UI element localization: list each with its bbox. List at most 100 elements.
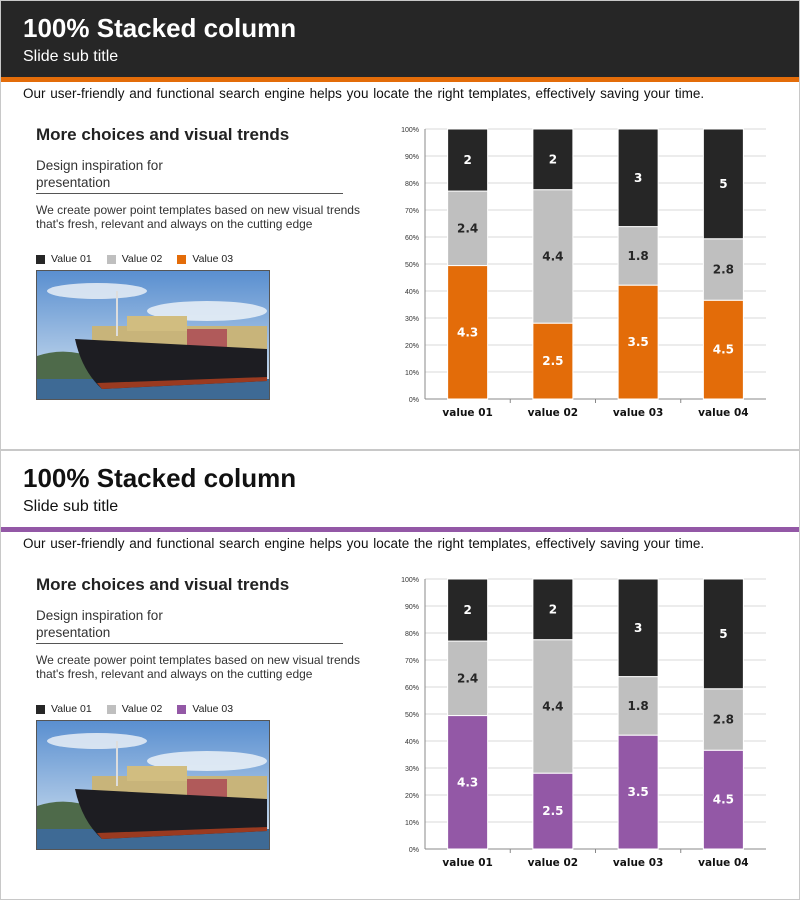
bar-segment xyxy=(617,284,659,400)
y-tick-label: 40% xyxy=(405,739,419,746)
slide-subtitle: Slide sub title xyxy=(23,48,119,65)
y-tick-label: 70% xyxy=(405,208,419,215)
y-tick-label: 90% xyxy=(405,154,419,161)
legend-swatch xyxy=(106,704,116,714)
y-tick-label: 100% xyxy=(401,577,419,584)
section-heading: More choices and visual trends xyxy=(36,125,290,144)
y-tick-label: 20% xyxy=(405,343,419,350)
data-label: 4.4 xyxy=(542,699,563,713)
data-label: 3 xyxy=(634,621,642,635)
data-label: 3 xyxy=(634,171,642,185)
data-label: 4.5 xyxy=(713,343,734,357)
y-tick-label: 30% xyxy=(405,316,419,323)
stacked-column-chart: 0% 10% 20% 30% 40% 50% 60% 70% 80% 90% 100% 4.3 2.4 2… xyxy=(401,577,766,869)
data-label: 2.5 xyxy=(542,354,563,368)
data-label: 2 xyxy=(549,602,557,616)
legend-swatch xyxy=(36,704,45,714)
legend-label: Value 01 xyxy=(51,703,92,715)
bar-segment xyxy=(617,128,659,228)
y-tick-label: 60% xyxy=(405,685,419,692)
bar-segment xyxy=(447,640,489,717)
legend: Value 01 Value 02 Value 03 xyxy=(36,253,248,265)
bar-segment xyxy=(617,676,659,736)
x-tick-label: value 02 xyxy=(528,857,578,869)
x-tick-label: value 04 xyxy=(698,407,748,419)
bar-segment xyxy=(617,226,659,286)
accent-line xyxy=(1,77,799,82)
data-label: 2 xyxy=(463,603,471,617)
data-label: 4.3 xyxy=(457,775,478,789)
description: We create power point templates based on… xyxy=(36,203,360,231)
y-tick-label: 30% xyxy=(405,766,419,773)
legend-item: Value 02 xyxy=(106,703,163,715)
data-label: 1.8 xyxy=(627,249,648,263)
body-text: Our user-friendly and functional search … xyxy=(23,536,705,551)
data-label: 4.3 xyxy=(457,325,478,339)
data-label: 2.8 xyxy=(713,262,734,276)
legend-item: Value 01 xyxy=(36,253,92,265)
bar-segment xyxy=(532,772,574,850)
slide-1: 100% Stacked column Slide sub title Our … xyxy=(0,0,800,450)
x-tick-label: value 03 xyxy=(613,857,663,869)
x-tick-label: value 01 xyxy=(442,857,492,869)
x-tick-label: value 03 xyxy=(613,407,663,419)
legend-item: Value 03 xyxy=(177,253,233,265)
bar-segment xyxy=(532,578,574,641)
y-tick-label: 50% xyxy=(405,262,419,269)
bar-segment xyxy=(617,578,659,678)
slide-2: 100% Stacked column Slide sub title Our … xyxy=(0,450,800,900)
data-label: 2.4 xyxy=(457,221,478,235)
y-tick-label: 100% xyxy=(401,127,419,134)
data-label: 4.4 xyxy=(542,249,563,263)
data-label: 2.4 xyxy=(457,671,478,685)
legend-label: Value 03 xyxy=(192,253,234,265)
bar-segment xyxy=(702,578,744,690)
stacked-column-chart: 0% 10% 20% 30% 40% 50% 60% 70% 80% 90% 100% 4.3 2.4 2… xyxy=(401,127,766,419)
legend-item: Value 02 xyxy=(106,253,163,265)
bar-segment xyxy=(447,265,489,400)
design-text: Design inspiration for presentation xyxy=(36,608,163,640)
bar-segment xyxy=(702,128,744,240)
bar-segment xyxy=(702,238,744,301)
y-tick-label: 60% xyxy=(405,235,419,242)
bar-segment xyxy=(702,299,744,400)
bar-segment xyxy=(532,639,574,774)
legend-label: Value 02 xyxy=(121,703,163,715)
legend-label: Value 03 xyxy=(192,703,234,715)
divider xyxy=(36,193,343,194)
data-label: 1.8 xyxy=(627,699,648,713)
y-tick-label: 70% xyxy=(405,658,419,665)
data-label: 5 xyxy=(719,627,727,641)
y-tick-label: 0% xyxy=(409,847,419,854)
bar-segment xyxy=(532,128,574,191)
data-label: 2 xyxy=(463,153,471,167)
slide-title: 100% Stacked column xyxy=(23,463,297,493)
slide-title: 100% Stacked column xyxy=(23,13,297,43)
data-label: 2 xyxy=(549,152,557,166)
x-tick-label: value 02 xyxy=(528,407,578,419)
data-label: 3.5 xyxy=(627,335,648,349)
y-tick-label: 50% xyxy=(405,712,419,719)
data-label: 2.8 xyxy=(713,712,734,726)
legend-label: Value 02 xyxy=(121,253,163,265)
design-text: Design inspiration for presentation xyxy=(36,158,163,190)
bar-segment xyxy=(532,189,574,324)
y-tick-label: 0% xyxy=(409,397,419,404)
legend-label: Value 01 xyxy=(51,253,92,265)
bar-segment xyxy=(447,578,489,642)
slide-header: 100% Stacked column Slide sub title xyxy=(1,1,799,77)
y-tick-label: 20% xyxy=(405,793,419,800)
data-label: 3.5 xyxy=(627,785,648,799)
y-tick-label: 80% xyxy=(405,631,419,638)
x-tick-label: value 04 xyxy=(698,857,748,869)
slide-header: 100% Stacked column Slide sub title xyxy=(1,451,799,527)
y-tick-label: 80% xyxy=(405,181,419,188)
y-tick-label: 90% xyxy=(405,604,419,611)
legend-item: Value 03 xyxy=(177,703,233,715)
legend-swatch xyxy=(177,254,187,264)
legend-item: Value 01 xyxy=(36,703,92,715)
y-tick-label: 10% xyxy=(405,820,419,827)
bar-segment xyxy=(447,128,489,192)
description: We create power point templates based on… xyxy=(36,653,360,681)
section-heading: More choices and visual trends xyxy=(36,575,290,594)
